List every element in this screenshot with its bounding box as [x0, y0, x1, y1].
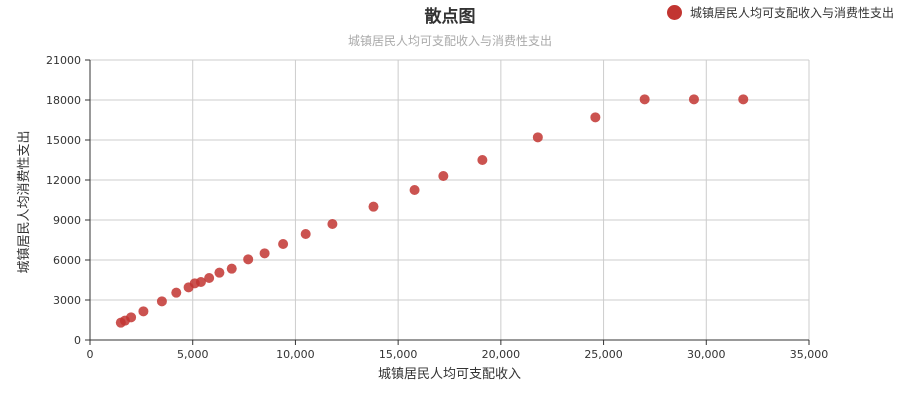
scatter-point[interactable] — [327, 219, 338, 229]
y-tick-label: 0 — [74, 334, 81, 347]
y-tick-label: 15000 — [46, 134, 81, 147]
scatter-point[interactable] — [590, 112, 601, 123]
scatter-point[interactable] — [532, 132, 543, 143]
axes — [89, 60, 809, 341]
x-tick-label: 20,000 — [482, 348, 521, 361]
scatter-point[interactable] — [368, 201, 379, 212]
scatter-point[interactable] — [126, 312, 137, 323]
x-tick-label: 35,000 — [790, 348, 829, 361]
scatter-point[interactable] — [138, 306, 149, 317]
data-points — [115, 94, 749, 328]
y-tick-label: 9000 — [53, 214, 81, 227]
scatter-point[interactable] — [259, 248, 270, 259]
x-tick-label: 10,000 — [276, 348, 315, 361]
legend-label: 城镇居民人均可支配收入与消费性支出 — [689, 6, 894, 20]
grid-lines — [89, 59, 810, 341]
scatter-point[interactable] — [226, 263, 237, 274]
y-axis-label: 城镇居民人均消费性支出 — [17, 130, 32, 273]
x-axis-label: 城镇居民人均可支配收入 — [378, 367, 521, 382]
legend-marker — [666, 5, 682, 20]
scatter-point[interactable] — [204, 273, 215, 283]
x-tick-label: 15,000 — [379, 348, 418, 361]
y-tick-label: 6000 — [53, 254, 81, 267]
scatter-point[interactable] — [278, 239, 289, 249]
y-tick-label: 18000 — [46, 94, 81, 107]
scatter-point[interactable] — [738, 94, 749, 105]
scatter-point[interactable] — [171, 287, 182, 298]
chart-subtitle: 城镇居民人均可支配收入与消费性支出 — [347, 34, 552, 48]
scatter-point[interactable] — [477, 155, 488, 165]
y-tick-label: 12000 — [46, 174, 81, 187]
scatter-point[interactable] — [438, 171, 449, 181]
x-axis-ticks: 0 5,000 10,000 15,000 20,000 25,000 30,000 35,0… — [87, 340, 829, 361]
scatter-point[interactable] — [156, 296, 167, 307]
y-tick-label: 3000 — [53, 294, 81, 307]
scatter-point[interactable] — [688, 94, 699, 105]
scatter-point[interactable] — [243, 254, 254, 265]
scatter-point[interactable] — [214, 267, 225, 278]
scatter-point[interactable] — [195, 277, 206, 287]
legend[interactable]: 城镇居民人均可支配收入与消费性支出 — [666, 4, 894, 21]
x-tick-label: 5,000 — [177, 348, 209, 361]
y-tick-label: 21000 — [46, 54, 81, 67]
y-axis-ticks: 0 3000 6000 9000 12000 15000 18000 21000 — [46, 54, 90, 347]
chart-title: 散点图 — [424, 7, 476, 27]
scatter-point[interactable] — [639, 94, 650, 105]
scatter-point[interactable] — [300, 229, 311, 239]
scatter-point[interactable] — [409, 185, 420, 195]
x-tick-label: 25,000 — [584, 348, 623, 361]
x-tick-label: 30,000 — [687, 348, 726, 361]
x-tick-label: 0 — [87, 348, 94, 361]
